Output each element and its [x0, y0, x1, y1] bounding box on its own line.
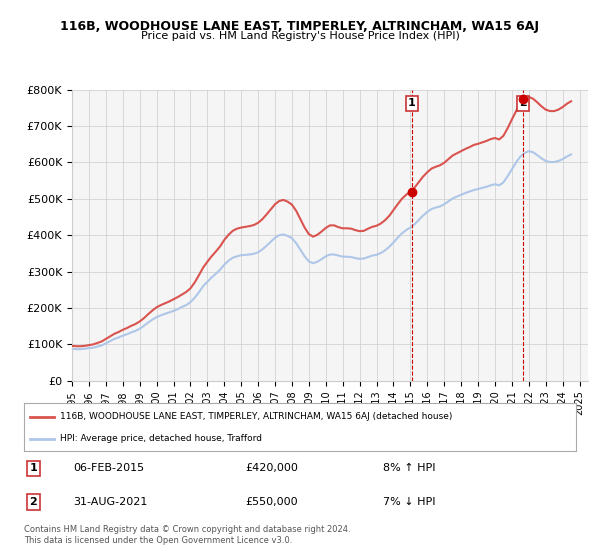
Text: 1: 1: [29, 463, 37, 473]
Text: 8% ↑ HPI: 8% ↑ HPI: [383, 463, 436, 473]
Text: 06-FEB-2015: 06-FEB-2015: [74, 463, 145, 473]
Text: 2: 2: [29, 497, 37, 507]
Text: £550,000: £550,000: [245, 497, 298, 507]
Text: 116B, WOODHOUSE LANE EAST, TIMPERLEY, ALTRINCHAM, WA15 6AJ (detached house): 116B, WOODHOUSE LANE EAST, TIMPERLEY, AL…: [60, 412, 452, 421]
Text: Price paid vs. HM Land Registry's House Price Index (HPI): Price paid vs. HM Land Registry's House …: [140, 31, 460, 41]
Text: 2: 2: [520, 99, 527, 108]
Text: 7% ↓ HPI: 7% ↓ HPI: [383, 497, 436, 507]
Text: 1: 1: [408, 99, 416, 108]
Text: 31-AUG-2021: 31-AUG-2021: [74, 497, 148, 507]
Text: £420,000: £420,000: [245, 463, 298, 473]
Text: HPI: Average price, detached house, Trafford: HPI: Average price, detached house, Traf…: [60, 435, 262, 444]
Text: Contains HM Land Registry data © Crown copyright and database right 2024.
This d: Contains HM Land Registry data © Crown c…: [24, 525, 350, 545]
Text: 116B, WOODHOUSE LANE EAST, TIMPERLEY, ALTRINCHAM, WA15 6AJ: 116B, WOODHOUSE LANE EAST, TIMPERLEY, AL…: [61, 20, 539, 32]
